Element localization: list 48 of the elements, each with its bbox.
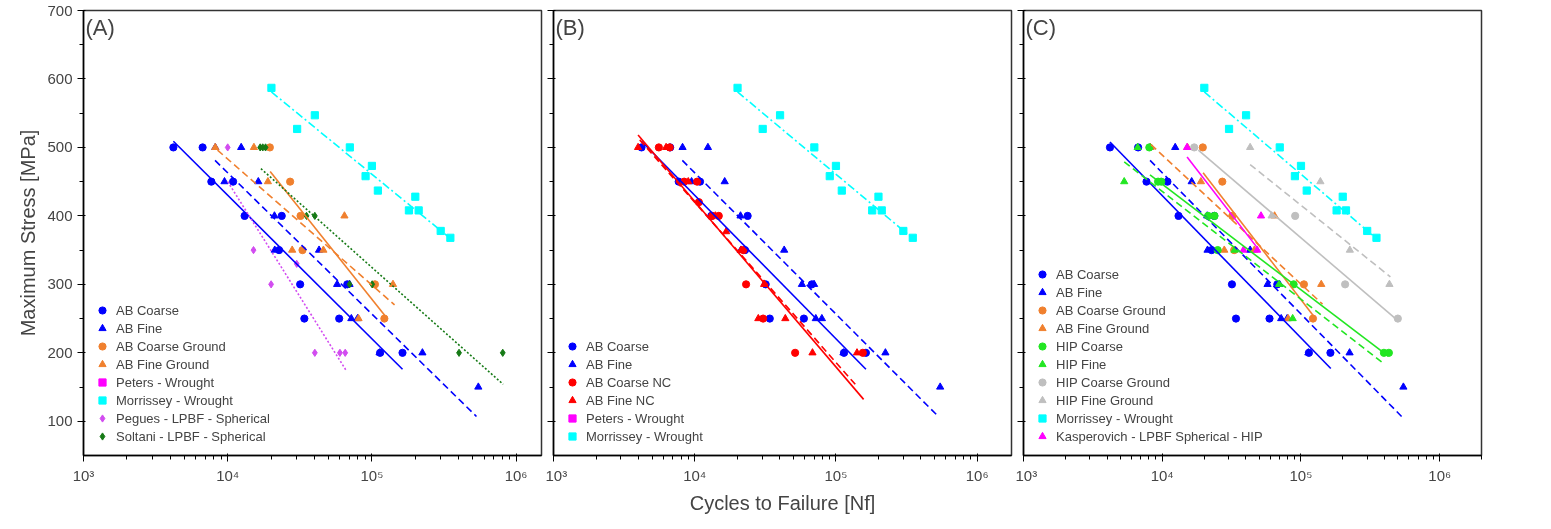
x-tick-label: 10⁶ (504, 466, 528, 484)
x-tick-label: 10⁵ (1289, 466, 1313, 484)
y-tick-label: 200 (47, 343, 73, 361)
chart-title: (A) (85, 14, 115, 40)
legend-label: Morrissey - Wrought (116, 391, 233, 409)
chart-title: (C) (1025, 14, 1057, 40)
legend-label: AB Fine (586, 355, 633, 373)
x-tick-label: 10⁵ (360, 466, 384, 484)
legend-label: AB Coarse (116, 301, 179, 319)
legend-label: Peters - Wrought (586, 409, 685, 427)
legend-label: HIP Coarse (1056, 337, 1123, 355)
y-axis-title: Maximum Stress [MPa] (17, 129, 40, 337)
legend-label: HIP Coarse Ground (1056, 373, 1170, 391)
legend-label: AB Coarse NC (586, 373, 672, 391)
x-tick-label: 10³ (1015, 466, 1038, 484)
x-tick-label: 10³ (72, 466, 95, 484)
y-tick-label: 400 (47, 206, 73, 224)
x-tick-label: 10⁶ (1428, 466, 1452, 484)
legend-label: Peters - Wrought (116, 373, 215, 391)
legend-label: Kasperovich - LPBF Spherical - HIP (1056, 427, 1263, 445)
legend-label: Morrissey - Wrought (586, 427, 703, 445)
legend-label: HIP Fine Ground (1056, 391, 1154, 409)
x-axis-title: Cycles to Failure [Nf] (689, 491, 876, 514)
legend-label: AB Fine NC (586, 391, 655, 409)
legend-label: AB Fine Ground (116, 355, 210, 373)
legend-label: Pegues - LPBF - Spherical (116, 409, 270, 427)
x-tick-label: 10⁶ (965, 466, 989, 484)
x-tick-label: 10⁴ (216, 466, 240, 484)
legend-label: AB Coarse (586, 337, 649, 355)
legend-label: AB Coarse Ground (1056, 301, 1166, 319)
legend-label: AB Coarse Ground (116, 337, 226, 355)
legend-label: HIP Fine (1056, 355, 1107, 373)
legend-label: AB Fine Ground (1056, 319, 1150, 337)
legend-label: AB Fine (1056, 283, 1103, 301)
legend-label: Morrissey - Wrought (1056, 409, 1173, 427)
y-tick-label: 100 (47, 412, 73, 430)
chart-title: (B) (555, 14, 585, 40)
y-tick-label: 600 (47, 69, 73, 87)
legend-label: AB Coarse (1056, 265, 1119, 283)
x-tick-label: 10⁴ (1150, 466, 1174, 484)
y-tick-label: 500 (47, 138, 73, 156)
x-tick-label: 10³ (545, 466, 568, 484)
x-tick-label: 10⁴ (683, 466, 707, 484)
y-tick-label: 300 (47, 275, 73, 293)
legend-label: Soltani - LPBF - Spherical (116, 427, 266, 445)
legend-label: AB Fine (116, 319, 163, 337)
x-tick-label: 10⁵ (824, 466, 848, 484)
y-tick-label: 700 (47, 1, 73, 19)
